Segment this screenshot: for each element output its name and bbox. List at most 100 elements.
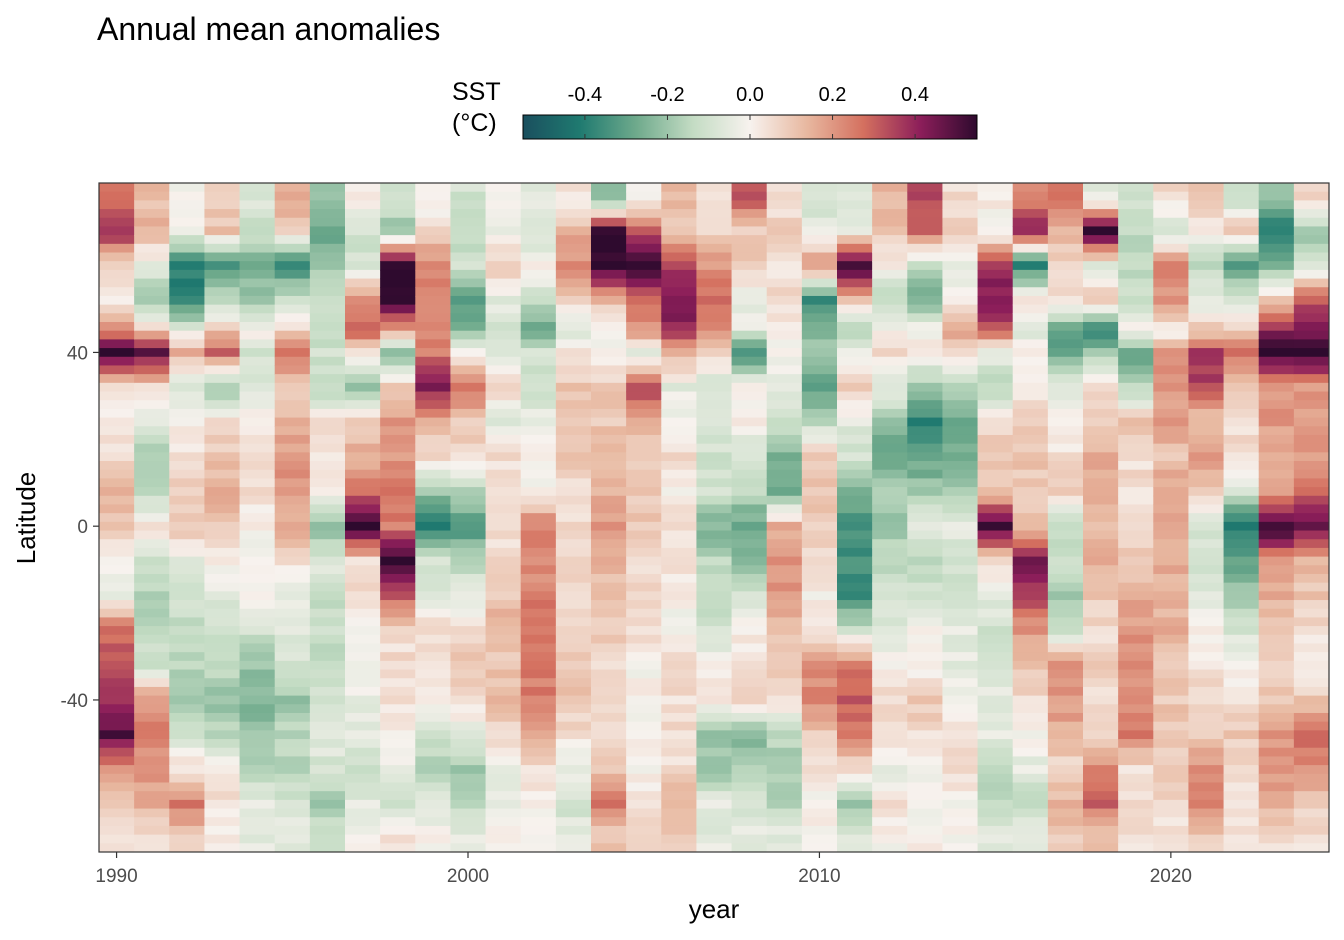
heatmap-cell xyxy=(309,573,346,584)
heatmap-cell xyxy=(591,356,627,367)
heatmap-cell xyxy=(450,295,487,306)
heatmap-cell xyxy=(239,843,276,852)
heatmap-cell xyxy=(99,504,135,514)
heatmap-cell xyxy=(134,643,170,653)
heatmap-cell xyxy=(415,478,452,488)
heatmap-cell xyxy=(1153,235,1190,245)
heatmap-cell xyxy=(134,573,170,584)
heatmap-cell xyxy=(239,799,276,810)
heatmap-cell xyxy=(134,400,170,410)
heatmap-cell xyxy=(661,408,698,419)
heatmap-cell xyxy=(239,582,276,592)
heatmap-cell xyxy=(591,582,627,592)
heatmap-cell xyxy=(626,556,662,566)
heatmap-cell xyxy=(380,191,416,201)
heatmap-cell xyxy=(872,643,908,653)
heatmap-cell xyxy=(274,304,311,314)
heatmap-cell xyxy=(345,721,381,731)
heatmap-cell xyxy=(345,678,381,688)
heatmap-cell xyxy=(1118,556,1154,566)
heatmap-cell xyxy=(907,339,944,349)
heatmap-cell xyxy=(731,235,768,245)
heatmap-cell xyxy=(134,608,170,619)
heatmap-cell xyxy=(1012,261,1049,271)
y-tick-label: -40 xyxy=(61,691,88,712)
heatmap-cell xyxy=(1083,269,1119,280)
heatmap-cell xyxy=(1223,747,1260,758)
heatmap-cell xyxy=(134,391,170,401)
heatmap-cell xyxy=(274,469,311,479)
heatmap-cell xyxy=(204,530,241,540)
heatmap-cell xyxy=(380,339,416,349)
heatmap-cell xyxy=(872,617,908,627)
heatmap-cell xyxy=(766,339,803,349)
heatmap-cell xyxy=(1083,304,1119,314)
heatmap-cell xyxy=(801,608,838,619)
heatmap-cell xyxy=(1153,374,1190,384)
heatmap-cell xyxy=(591,278,627,288)
heatmap-cell xyxy=(134,226,170,236)
heatmap-cell xyxy=(1047,791,1084,801)
heatmap-cell xyxy=(626,521,662,532)
heatmap-cell xyxy=(731,295,768,306)
heatmap-cell xyxy=(731,791,768,801)
heatmap-cell xyxy=(169,626,206,636)
heatmap-cell xyxy=(837,356,873,367)
heatmap-cell xyxy=(591,799,627,810)
heatmap-cell xyxy=(345,356,381,367)
heatmap-cell xyxy=(274,295,311,306)
heatmap-cell xyxy=(450,191,487,201)
heatmap-cell xyxy=(1118,652,1154,662)
heatmap-cell xyxy=(661,643,698,653)
heatmap-cell xyxy=(1293,712,1329,723)
heatmap-cell xyxy=(907,808,944,818)
heatmap-cell xyxy=(696,209,733,219)
heatmap-cell xyxy=(766,634,803,645)
heatmap-cell xyxy=(345,452,381,462)
heatmap-cell xyxy=(450,695,487,705)
heatmap-cell xyxy=(907,235,944,245)
heatmap-cell xyxy=(696,704,733,714)
heatmap-cell xyxy=(555,704,592,714)
heatmap-cell xyxy=(1223,825,1260,836)
heatmap-cell xyxy=(99,426,135,436)
heatmap-cell xyxy=(309,660,346,671)
heatmap-cell xyxy=(942,382,979,393)
heatmap-cell xyxy=(239,443,276,453)
heatmap-cell xyxy=(169,530,206,540)
heatmap-cell xyxy=(696,365,733,375)
heatmap-cell xyxy=(450,504,487,514)
heatmap-cell xyxy=(977,200,1014,210)
heatmap-cell xyxy=(696,278,733,288)
heatmap-cell xyxy=(1329,817,1344,826)
heatmap-cell xyxy=(1258,739,1295,749)
heatmap-cell xyxy=(801,530,838,540)
heatmap-cell xyxy=(134,686,170,697)
heatmap-cell xyxy=(239,287,276,297)
heatmap-cell xyxy=(169,773,206,784)
heatmap-cell xyxy=(591,200,627,210)
heatmap-cell xyxy=(837,626,873,636)
heatmap-cell xyxy=(1153,461,1190,471)
heatmap-cell xyxy=(626,721,662,731)
heatmap-cell xyxy=(239,565,276,575)
heatmap-cell xyxy=(837,513,873,523)
heatmap-cell xyxy=(1047,269,1084,280)
heatmap-cell xyxy=(345,791,381,801)
heatmap-cell xyxy=(520,365,557,375)
heatmap-cell xyxy=(1223,400,1260,410)
heatmap-cell xyxy=(977,461,1014,471)
heatmap-cell xyxy=(380,695,416,705)
heatmap-cell xyxy=(274,269,311,280)
heatmap-cell xyxy=(345,400,381,410)
heatmap-cell xyxy=(345,626,381,636)
heatmap-cell xyxy=(380,791,416,801)
heatmap-cell xyxy=(1083,669,1119,679)
heatmap-cell xyxy=(907,756,944,766)
heatmap-cell xyxy=(1329,696,1344,705)
heatmap-cell xyxy=(626,356,662,367)
heatmap-cell xyxy=(345,765,381,775)
heatmap-cell xyxy=(977,391,1014,401)
heatmap-cell xyxy=(1118,591,1154,601)
heatmap-cell xyxy=(485,365,522,375)
